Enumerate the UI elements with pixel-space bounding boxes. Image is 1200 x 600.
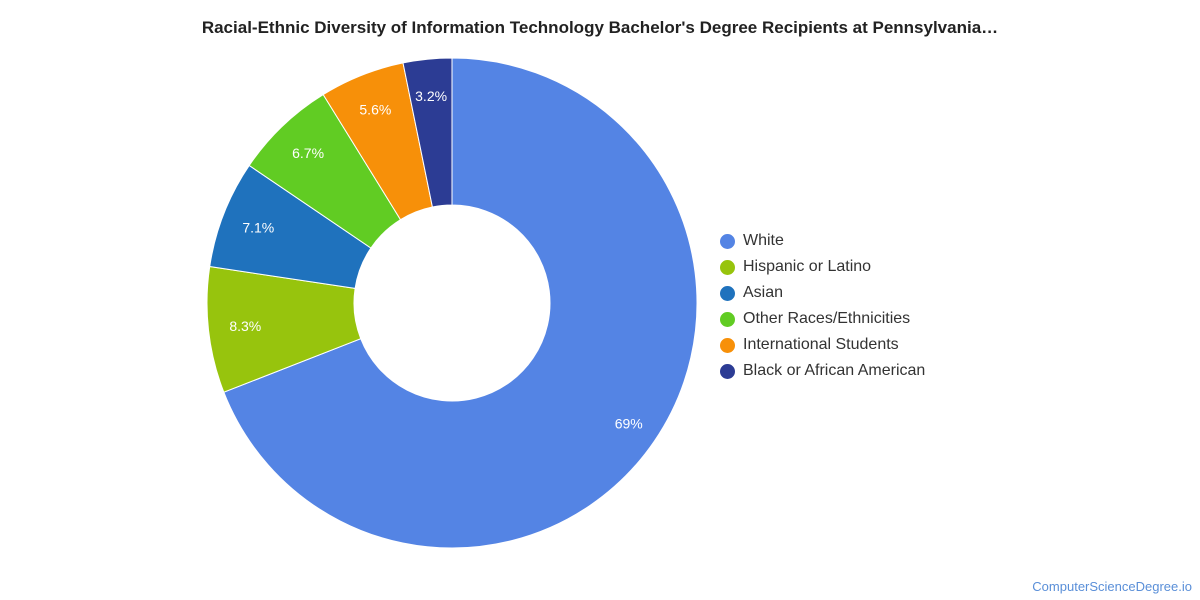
data-label: 5.6% bbox=[359, 102, 391, 118]
legend-label: International Students bbox=[743, 336, 899, 353]
legend-item[interactable]: Black or African American bbox=[720, 358, 925, 384]
legend-label: Black or African American bbox=[743, 362, 926, 379]
data-label: 8.3% bbox=[229, 318, 261, 334]
legend-item[interactable]: Asian bbox=[720, 280, 925, 306]
legend-label: Other Races/Ethnicities bbox=[743, 310, 911, 327]
slice-black-or-african-american[interactable] bbox=[402, 57, 453, 208]
data-label: 3.2% bbox=[415, 88, 447, 104]
legend-marker-icon bbox=[720, 285, 735, 301]
chart-title: Racial-Ethnic Diversity of Information T… bbox=[201, 18, 999, 37]
source-credit-link[interactable]: ComputerScienceDegree.io bbox=[1032, 579, 1192, 594]
chart-legend: White Hispanic or Latino Asian Other Races/… bbox=[720, 228, 925, 384]
data-label: 6.7% bbox=[292, 145, 324, 161]
legend-marker-icon bbox=[720, 311, 735, 327]
legend-item[interactable]: International Students bbox=[720, 332, 925, 358]
legend-marker-icon bbox=[720, 337, 735, 353]
legend-marker-icon bbox=[720, 259, 735, 275]
slice-white[interactable] bbox=[223, 57, 698, 549]
data-label: 69% bbox=[615, 416, 643, 432]
legend-label: Hispanic or Latino bbox=[743, 258, 872, 275]
legend-label: Asian bbox=[743, 284, 784, 301]
legend-item[interactable]: White bbox=[720, 228, 925, 254]
legend-label: White bbox=[743, 232, 784, 249]
legend-marker-icon bbox=[720, 233, 735, 249]
legend-item[interactable]: Other Races/Ethnicities bbox=[720, 306, 925, 332]
legend-item[interactable]: Hispanic or Latino bbox=[720, 254, 925, 280]
data-label: 7.1% bbox=[242, 219, 274, 235]
legend-marker-icon bbox=[720, 363, 735, 379]
